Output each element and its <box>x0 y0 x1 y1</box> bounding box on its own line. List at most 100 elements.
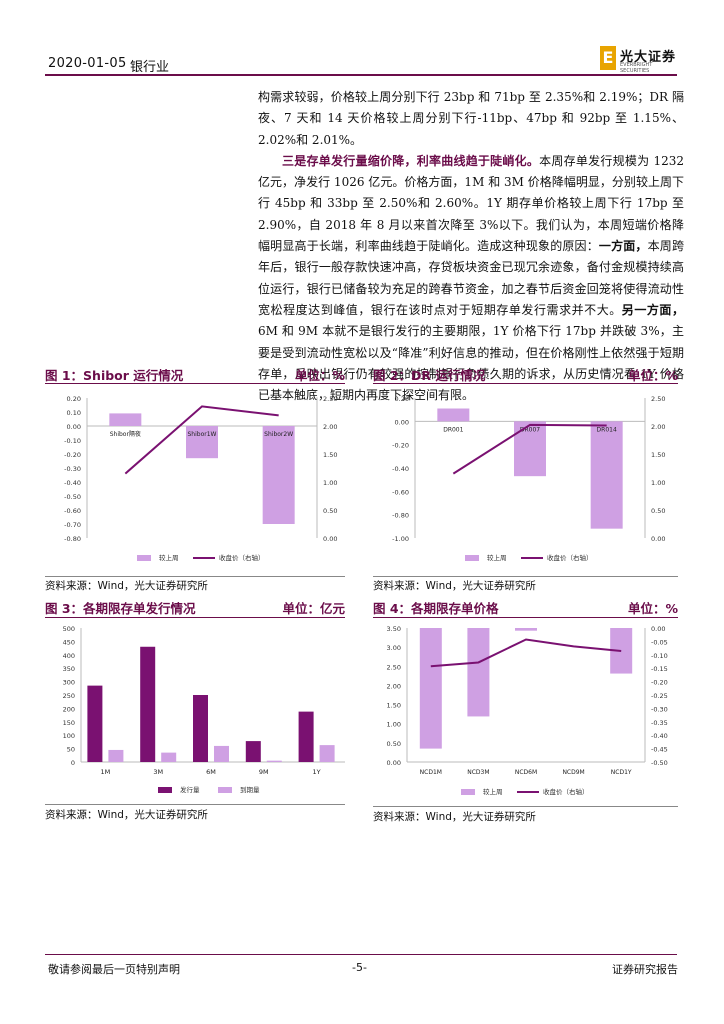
y-tick-label: 200 <box>63 705 75 713</box>
x-category-label: NCD6M <box>515 769 537 776</box>
chart-dr: 0.20 0.00 -0.20 -0.40 -0.60 -0.80 -1.00 2.50 2.0… <box>392 395 665 562</box>
y-tick-label: -0.10 <box>64 437 81 445</box>
legend-swatch <box>158 787 172 793</box>
logo-name: 光大证券 <box>620 50 677 65</box>
y-tick-label: 450 <box>63 638 75 646</box>
logo-mark: E <box>600 46 616 70</box>
bar-change <box>419 628 442 749</box>
figure-2-title: 图 2：DR 运行情况 单位：% <box>373 365 678 387</box>
bar-issuance <box>87 685 103 762</box>
x-category-label: 1Y <box>313 768 321 776</box>
legend-swatch <box>218 787 232 793</box>
figure-2-source: 资料来源：Wind，光大证券研究所 <box>373 580 536 592</box>
y-tick-label: 3.00 <box>387 644 401 652</box>
paragraph-2-heading: 三是存单发行量缩价降，利率曲线趋于陡峭化。 <box>282 153 540 168</box>
paragraph-1: 构需求较弱，价格较上周分别下行 23bp 和 71bp 至 2.35%和 2.1… <box>258 90 684 147</box>
figure-4-caption: 图 4：各期限存单价格 <box>373 601 499 616</box>
figure-4-unit: 单位：% <box>627 601 678 616</box>
x-category-label: Shibor2W <box>264 431 293 438</box>
y-tick-label: 2.00 <box>387 682 401 690</box>
figure-1-unit: 单位：% <box>294 368 345 383</box>
x-category-label: Shibor隔夜 <box>110 430 141 438</box>
legend-label: 收盘价（右轴） <box>543 787 589 796</box>
y-tick-label: 1.50 <box>387 702 401 710</box>
bar-change <box>515 628 537 631</box>
figure-4-title: 图 4：各期限存单价格 单位：% <box>373 598 678 620</box>
figure-3-unit: 单位：亿元 <box>282 601 345 616</box>
figure-1-source: 资料来源：Wind，光大证券研究所 <box>45 580 208 592</box>
legend-label: 较上周 <box>483 787 503 796</box>
y-tick-label: 150 <box>63 719 75 727</box>
figure-4-source: 资料来源：Wind，光大证券研究所 <box>373 811 536 823</box>
y2-tick-label: -0.40 <box>651 732 668 740</box>
y-tick-label: 0.00 <box>387 759 401 767</box>
y2-tick-label: -0.30 <box>651 705 668 713</box>
chart-shibor: 0.20 0.10 0.00 -0.10 -0.20 -0.30 -0.40 -0.50 -0.… <box>64 395 337 562</box>
bar-change <box>186 426 218 459</box>
figure-3-title: 图 3：各期限存单发行情况 单位：亿元 <box>45 598 345 620</box>
x-category-label: DR007 <box>520 426 540 433</box>
y2-tick-label: 0.50 <box>651 507 665 515</box>
y-tick-label: -0.50 <box>64 493 81 501</box>
y-tick-label: -0.40 <box>392 465 409 473</box>
y-tick-label: 400 <box>63 652 75 660</box>
y-tick-label: -0.60 <box>64 507 81 515</box>
y-tick-label: 300 <box>63 679 75 687</box>
y2-tick-label: -0.50 <box>651 759 668 767</box>
figure-1-title: 图 1：Shibor 运行情况 单位：% <box>45 365 345 387</box>
footer-disclaimer: 敬请参阅最后一页特别声明 <box>48 963 180 976</box>
report-date: 2020-01-05 <box>48 56 127 71</box>
y-tick-label: -0.20 <box>64 451 81 459</box>
bar-issuance <box>245 741 261 762</box>
bar-maturity <box>266 760 282 762</box>
bar-issuance <box>140 646 156 762</box>
y2-tick-label: 2.50 <box>323 395 337 403</box>
figure-2-rule <box>373 383 678 384</box>
footer-divider <box>45 954 677 955</box>
x-category-label: 1M <box>101 768 111 776</box>
y-tick-label: -0.80 <box>64 535 81 543</box>
legend-label: 较上周 <box>487 553 507 562</box>
y-tick-label: -0.20 <box>392 442 409 450</box>
y-tick-label: -0.80 <box>392 512 409 520</box>
footer-report-type: 证券研究报告 <box>612 963 678 976</box>
bar-change <box>437 408 470 422</box>
y2-tick-label: 1.50 <box>323 451 337 459</box>
line-close-price <box>452 423 607 475</box>
figure-3-source: 资料来源：Wind，光大证券研究所 <box>45 809 208 821</box>
y-tick-label: 0.00 <box>67 423 81 431</box>
x-category-label: 6M <box>206 768 216 776</box>
y2-tick-label: 2.00 <box>323 423 337 431</box>
bar-maturity <box>319 745 335 762</box>
y-tick-label: 1.00 <box>387 721 401 729</box>
bar-change <box>109 413 142 426</box>
y-tick-label: 2.50 <box>387 663 401 671</box>
y-tick-label: 0.20 <box>395 395 409 403</box>
x-category-label: 3M <box>153 768 163 776</box>
x-category-label: 9M <box>259 768 269 776</box>
legend-swatch <box>137 555 151 561</box>
y2-tick-label: 2.50 <box>651 395 665 403</box>
logo-english: EVERBRIGHT SECURITIES <box>620 62 653 74</box>
bar-change <box>590 421 623 529</box>
y-tick-label: 50 <box>67 746 75 754</box>
figure-2-source-rule <box>373 576 678 577</box>
figure-3-source-rule <box>45 804 345 805</box>
paragraph-2-text-a: 本周存单发行规模为 1232 亿元，净发行 1026 亿元。价格方面，1M 和 … <box>258 153 684 254</box>
paragraph-2: 三是存单发行量缩价降，利率曲线趋于陡峭化。本周存单发行规模为 1232 亿元，净… <box>258 151 684 407</box>
figure-3-caption: 图 3：各期限存单发行情况 <box>45 601 196 616</box>
legend-swatch <box>465 555 479 561</box>
bar-issuance <box>193 695 208 762</box>
company-logo: E 光大证券 EVERBRIGHT SECURITIES <box>600 44 680 74</box>
figure-4-rule <box>373 617 678 618</box>
y-tick-label: 0.00 <box>395 418 409 426</box>
figure-3-rule <box>45 617 345 618</box>
keyword-one-side: 一方面， <box>598 239 648 254</box>
body-text: 构需求较弱，价格较上周分别下行 23bp 和 71bp 至 2.35%和 2.1… <box>258 87 684 406</box>
y2-tick-label: -0.35 <box>651 719 668 727</box>
legend-label: 到期量 <box>240 786 260 794</box>
y2-tick-label: 1.00 <box>323 479 337 487</box>
bar-maturity <box>108 749 124 762</box>
y-tick-label: 0.50 <box>387 740 401 748</box>
legend-swatch <box>461 789 475 795</box>
